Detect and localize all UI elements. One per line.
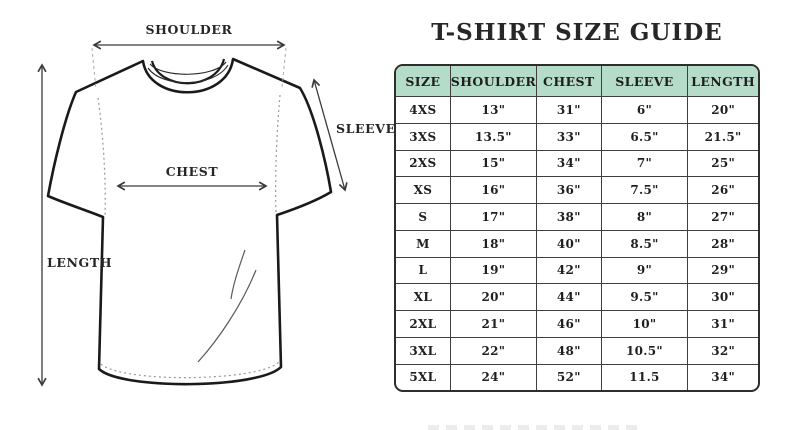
header-cell-shoulder: SHOULDER — [449, 66, 537, 97]
size-cell: L — [396, 256, 451, 285]
length-label: LENGTH — [47, 255, 112, 270]
value-cell: 8.5" — [600, 229, 689, 258]
value-cell: 7" — [600, 149, 689, 178]
chest-measure: CHEST — [116, 164, 268, 191]
value-cell: 7.5" — [600, 176, 689, 204]
value-cell: 28" — [687, 229, 758, 258]
value-cell: 32" — [687, 336, 758, 365]
value-cell: 9.5" — [600, 283, 689, 311]
sleeve-label: SLEEVE — [336, 121, 396, 136]
page-title: T-SHIRT SIZE GUIDE — [431, 19, 723, 46]
value-cell: 46" — [535, 310, 602, 338]
value-cell: 29" — [687, 256, 758, 285]
value-cell: 44" — [535, 283, 602, 311]
sleeve-measure: SLEEVE — [311, 78, 396, 192]
size-table-grid: SIZE SHOULDER CHEST SLEEVE LENGTH 4XS 13" 31" 6… — [396, 66, 758, 390]
value-cell: 30" — [687, 283, 758, 311]
table-row: XS 16" 36" 7.5" 26" — [396, 176, 758, 204]
value-cell: 19" — [449, 256, 537, 285]
table-row: 2XL 21" 46" 10" 31" — [396, 310, 758, 338]
table-row: XL 20" 44" 9.5" 30" — [396, 283, 758, 311]
table-row: 3XS 13.5" 33" 6.5" 21.5" — [396, 122, 758, 151]
header-cell-size: SIZE — [396, 66, 451, 97]
value-cell: 13.5" — [449, 122, 537, 151]
value-cell: 40" — [535, 229, 602, 258]
size-cell: 4XS — [396, 96, 451, 124]
crease-line-short — [230, 249, 246, 300]
tshirt-diagram: SHOULDER CHEST SLEEVE LENGTH — [37, 22, 396, 387]
shoulder-label: SHOULDER — [146, 22, 233, 37]
value-cell: 9" — [600, 256, 689, 285]
size-cell: M — [396, 229, 451, 258]
value-cell: 18" — [449, 229, 537, 258]
header-cell-length: LENGTH — [687, 66, 758, 97]
value-cell: 25" — [687, 149, 758, 178]
value-cell: 31" — [535, 96, 602, 124]
size-cell: S — [396, 203, 451, 231]
value-cell: 17" — [449, 203, 537, 231]
crease-line-long — [197, 269, 257, 363]
value-cell: 10.5" — [600, 336, 689, 365]
value-cell: 38" — [535, 203, 602, 231]
value-cell: 20" — [449, 283, 537, 311]
length-measure: LENGTH — [37, 63, 112, 387]
header-cell-chest: CHEST — [535, 66, 602, 97]
table-row: 2XS 15" 34" 7" 25" — [396, 149, 758, 178]
size-cell: 2XL — [396, 310, 451, 338]
value-cell: 21.5" — [687, 122, 758, 151]
size-cell: XS — [396, 176, 451, 204]
tshirt-outline — [46, 57, 333, 386]
table-row: 4XS 13" 31" 6" 20" — [396, 96, 758, 124]
value-cell: 33" — [535, 122, 602, 151]
value-cell: 11.5 — [600, 363, 689, 390]
value-cell: 22" — [449, 336, 537, 365]
size-cell: 2XS — [396, 149, 451, 178]
collar-back-line-1 — [149, 61, 227, 75]
table-row: L 19" 42" 9" 29" — [396, 256, 758, 285]
value-cell: 27" — [687, 203, 758, 231]
value-cell: 26" — [687, 176, 758, 204]
value-cell: 13" — [449, 96, 537, 124]
value-cell: 52" — [535, 363, 602, 390]
value-cell: 15" — [449, 149, 537, 178]
value-cell: 48" — [535, 336, 602, 365]
table-header-row: SIZE SHOULDER CHEST SLEEVE LENGTH — [396, 66, 758, 97]
value-cell: 10" — [600, 310, 689, 338]
header-cell-sleeve: SLEEVE — [600, 66, 689, 97]
size-cell: 3XS — [396, 122, 451, 151]
size-table-body: 4XS 13" 31" 6" 20" 3XS 13.5" 33" 6.5" 21.5" 2XS 15"… — [396, 96, 758, 390]
value-cell: 24" — [449, 363, 537, 390]
right-sleeve-seam — [275, 94, 281, 215]
size-cell: XL — [396, 283, 451, 311]
table-row: 5XL 24" 52" 11.5 34" — [396, 363, 758, 390]
table-row: M 18" 40" 8.5" 28" — [396, 229, 758, 258]
value-cell: 6.5" — [600, 122, 689, 151]
chest-label: CHEST — [166, 164, 219, 179]
collar-back-line-2 — [147, 64, 229, 84]
value-cell: 6" — [600, 96, 689, 124]
cutoff-text-remnant — [428, 425, 643, 430]
value-cell: 16" — [449, 176, 537, 204]
size-cell: 3XL — [396, 336, 451, 365]
size-cell: 5XL — [396, 363, 451, 390]
hem-stitch-line — [100, 361, 280, 379]
value-cell: 34" — [687, 363, 758, 390]
value-cell: 20" — [687, 96, 758, 124]
value-cell: 34" — [535, 149, 602, 178]
value-cell: 36" — [535, 176, 602, 204]
size-table: SIZE SHOULDER CHEST SLEEVE LENGTH 4XS 13" 31" 6… — [394, 64, 760, 392]
table-row: S 17" 38" 8" 27" — [396, 203, 758, 231]
value-cell: 21" — [449, 310, 537, 338]
table-row: 3XL 22" 48" 10.5" 32" — [396, 336, 758, 365]
shoulder-measure: SHOULDER — [91, 22, 287, 91]
value-cell: 31" — [687, 310, 758, 338]
value-cell: 8" — [600, 203, 689, 231]
value-cell: 42" — [535, 256, 602, 285]
